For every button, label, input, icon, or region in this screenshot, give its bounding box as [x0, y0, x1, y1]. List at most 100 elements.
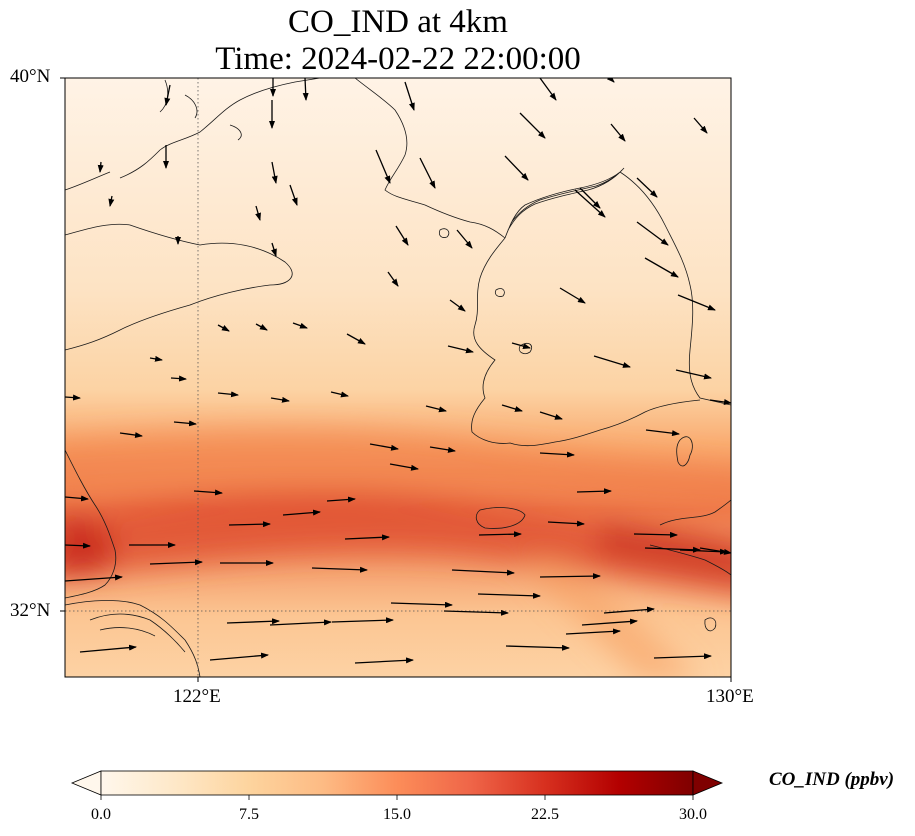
wind-arrow [149, 559, 203, 566]
wind-arrow [709, 399, 731, 405]
wind-arrow [447, 345, 474, 354]
wind-arrow [633, 531, 678, 538]
wind-arrow [65, 574, 123, 582]
wind-arrow [693, 117, 708, 134]
wind-arrow [354, 657, 414, 664]
wind-arrow [645, 429, 680, 437]
wind-arrow [636, 221, 669, 246]
coastlines [65, 78, 731, 677]
map-subtitle-time: Time: 2024-02-22 22:00:00 [215, 41, 581, 77]
wind-arrow [547, 520, 585, 527]
wind-arrow [603, 606, 655, 614]
wind-arrow [477, 592, 541, 599]
gridlines [65, 78, 731, 677]
wind-arrow [97, 161, 104, 173]
lat-label-40n: 40°N [10, 66, 51, 87]
wind-arrow [519, 112, 546, 139]
wind-arrow [449, 299, 466, 312]
wind-arrow [289, 184, 298, 206]
lat-label-32n: 32°N [10, 600, 51, 621]
wind-arrow [228, 521, 271, 528]
wind-arrow [395, 225, 409, 246]
colorbar-tick-label: 15.0 [383, 806, 411, 823]
concentration-field [65, 78, 731, 677]
wind-arrow [581, 618, 638, 626]
wind-arrow [574, 189, 606, 218]
wind-arrow [501, 404, 523, 412]
colorbar-label: CO_IND (ppbv) [769, 769, 895, 790]
wind-arrow [606, 78, 615, 83]
wind-arrow [331, 617, 394, 624]
wind-arrow [65, 495, 89, 502]
wind-arrow [451, 569, 515, 576]
wind-arrow [375, 149, 391, 184]
wind-arrow [387, 271, 399, 287]
colorbar-extend-high [692, 770, 724, 796]
wind-arrow [302, 78, 309, 101]
wind-arrow [271, 242, 277, 257]
wind-arrow [226, 618, 280, 625]
wind-arrow [369, 443, 399, 451]
wind-arrow [429, 446, 456, 453]
wind-arrow [173, 420, 197, 427]
wind-arrow [389, 463, 419, 471]
wind-arrow [419, 157, 436, 189]
lon-label-130e: 130°E [706, 686, 754, 707]
wind-arrow [559, 287, 586, 304]
wind-arrow [65, 394, 81, 401]
wind-arrow [505, 644, 570, 651]
wind-arrow [504, 155, 529, 181]
wind-arrow [217, 391, 239, 398]
wind-arrow [443, 609, 509, 616]
wind-arrow [326, 496, 356, 503]
colorbar-tick-label: 30.0 [679, 806, 707, 823]
wind-arrow [330, 391, 349, 398]
wind-arrow [292, 322, 308, 329]
wind-arrow [119, 432, 143, 439]
wind-arrow [170, 375, 187, 382]
wind-arrow [271, 161, 278, 184]
wind-arrow [425, 405, 447, 413]
wind-arrow [193, 489, 223, 496]
colorbar-tick-label: 22.5 [531, 806, 559, 823]
wind-arrow [456, 229, 473, 249]
wind-arrow [164, 84, 171, 106]
wind-arrow [539, 451, 575, 458]
wind-arrow [390, 601, 453, 608]
colorbar-gradient [100, 770, 694, 796]
wind-arrow [653, 653, 712, 660]
map-title: CO_IND at 4km [288, 4, 508, 40]
wind-arrow [270, 396, 290, 403]
wind-arrow [593, 355, 631, 368]
wind-arrow [539, 411, 563, 420]
lon-label-122e: 122°E [173, 686, 221, 707]
wind-arrow [79, 644, 137, 653]
map-border [64, 77, 732, 678]
wind-arrow [209, 652, 269, 661]
wind-arrow [511, 342, 531, 350]
wind-arrow [644, 546, 701, 553]
wind-arrow [108, 195, 115, 207]
wind-arrow [346, 333, 366, 345]
colorbar-tick-label: 7.5 [239, 806, 259, 823]
wind-arrow [576, 488, 612, 495]
wind-arrow [255, 323, 268, 331]
wind-arrow [65, 542, 91, 549]
colorbar-tick-label: 0.0 [91, 806, 111, 823]
wind-arrow [565, 628, 621, 635]
wind-arrow [539, 78, 557, 101]
wind-arrow [311, 566, 368, 573]
wind-arrow [610, 123, 626, 142]
wind-arrow [699, 547, 731, 555]
wind-arrow [149, 355, 163, 362]
wind-arrow [255, 205, 261, 221]
wind-arrow [636, 177, 658, 198]
wind-arrow [677, 294, 716, 311]
wind-arrow [579, 187, 601, 209]
wind-arrow [675, 369, 712, 380]
wind-arrow [644, 257, 679, 278]
wind-arrow [269, 619, 332, 626]
wind-arrow [404, 81, 415, 111]
